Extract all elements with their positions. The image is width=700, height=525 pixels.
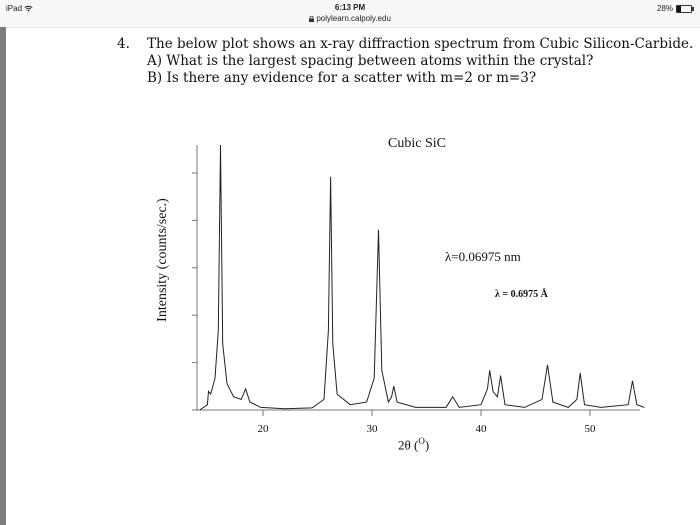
question-stem: 4. The below plot shows an x-ray diffract… [117, 36, 693, 53]
left-scroll-edge [0, 27, 6, 525]
y-axis-label: Intensity (counts/sec.) [155, 198, 170, 322]
spectrum-line [199, 144, 645, 411]
part-text: What is the largest spacing between atom… [166, 53, 594, 69]
part-label: B) [147, 70, 163, 86]
question-part-b: B) Is there any evidence for a scatter w… [117, 70, 693, 87]
x-axis-label: 2θ (O) [398, 436, 430, 453]
device-indicator: iPad [6, 4, 33, 13]
battery-percent: 28% [656, 4, 673, 13]
chart-title: Cubic SiC [388, 136, 446, 151]
part-label: A) [147, 53, 163, 69]
battery-icon [676, 4, 694, 13]
status-bar: iPad 6:13 PM polylearn.calpoly.edu 28% [0, 0, 700, 28]
question-part-a: A) What is the largest spacing between a… [117, 53, 693, 70]
device-name: iPad [6, 4, 23, 13]
url-bar[interactable]: polylearn.calpoly.edu [0, 14, 700, 23]
battery-indicator: 28% [656, 4, 694, 13]
x-tick-label: 50 [584, 423, 596, 435]
x-tick-label: 40 [475, 423, 487, 435]
lock-icon [309, 15, 315, 22]
question-number: 4. [117, 36, 130, 52]
part-text: Is there any evidence for a scatter with… [166, 70, 537, 86]
wavelength-annotation-nm: λ=0.06975 nm [445, 249, 521, 264]
axes [192, 145, 640, 416]
wavelength-annotation-angstrom: λ = 0.6975 Å [495, 289, 548, 300]
wifi-icon [24, 5, 33, 12]
x-tick-label: 30 [366, 423, 378, 435]
x-tick-label: 20 [257, 423, 269, 435]
question-block: 4. The below plot shows an x-ray diffract… [117, 36, 693, 87]
question-text: The below plot shows an x-ray diffractio… [147, 36, 694, 52]
url-text: polylearn.calpoly.edu [316, 14, 391, 23]
clock: 6:13 PM [334, 3, 366, 12]
